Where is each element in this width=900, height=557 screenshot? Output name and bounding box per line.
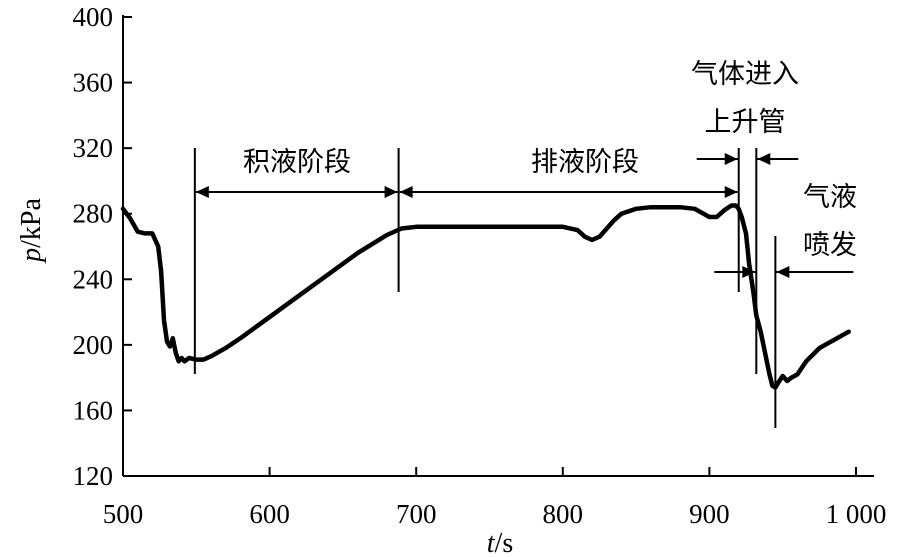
x-axis-label: t/s <box>487 528 513 557</box>
y-tick-label-200: 200 <box>73 330 114 360</box>
y-tick-label-320: 320 <box>73 133 114 163</box>
x-axis-variable: t <box>487 528 496 557</box>
annotation-phase3-line2: 上升管 <box>705 107 786 138</box>
x-axis-unit: /s <box>495 528 514 557</box>
y-tick-label-120: 120 <box>73 461 114 491</box>
annotation-phase4-line1: 气液 <box>803 182 857 213</box>
y-axis-ticks: 120 160 200 240 280 320 360 400 <box>73 2 132 491</box>
arrow-phase1-head-right <box>384 186 398 198</box>
y-axis-label: p/kPa <box>16 198 47 264</box>
annotation-phase3-line1: 气体进入 <box>691 59 799 90</box>
annotation-phase2: 排液阶段 <box>531 147 639 178</box>
arrow-phase4-left-head <box>742 266 756 278</box>
series-line-pressure <box>120 203 851 390</box>
annotation-phase1: 积液阶段 <box>243 147 351 178</box>
x-tick-label-500: 500 <box>103 499 144 529</box>
arrow-phase4-right-head <box>776 266 790 278</box>
y-tick-label-280: 280 <box>73 199 114 229</box>
stage-arrows <box>195 153 854 278</box>
annotation-phase4-line2: 喷发 <box>803 230 857 261</box>
arrow-phase3-left-head <box>724 153 738 165</box>
arrow-phase3-right-head <box>757 153 771 165</box>
arrow-phase2-head-right <box>724 186 738 198</box>
x-tick-label-700: 700 <box>396 499 437 529</box>
y-tick-label-360: 360 <box>73 68 114 98</box>
y-axis-unit: /kPa <box>16 198 47 248</box>
x-tick-label-600: 600 <box>249 499 290 529</box>
x-tick-label-1000: 1 000 <box>826 499 887 529</box>
y-tick-label-240: 240 <box>73 264 114 294</box>
y-axis-variable: p <box>16 248 47 264</box>
x-axis-ticks: 500 600 700 800 900 1 000 <box>103 467 887 529</box>
x-tick-label-900: 900 <box>689 499 730 529</box>
x-tick-label-800: 800 <box>543 499 584 529</box>
arrow-phase1-head-left <box>195 186 209 198</box>
stage-markers <box>193 148 777 428</box>
y-tick-label-160: 160 <box>73 395 114 425</box>
y-tick-label-400: 400 <box>73 2 114 32</box>
arrow-phase2-head-left <box>399 186 413 198</box>
